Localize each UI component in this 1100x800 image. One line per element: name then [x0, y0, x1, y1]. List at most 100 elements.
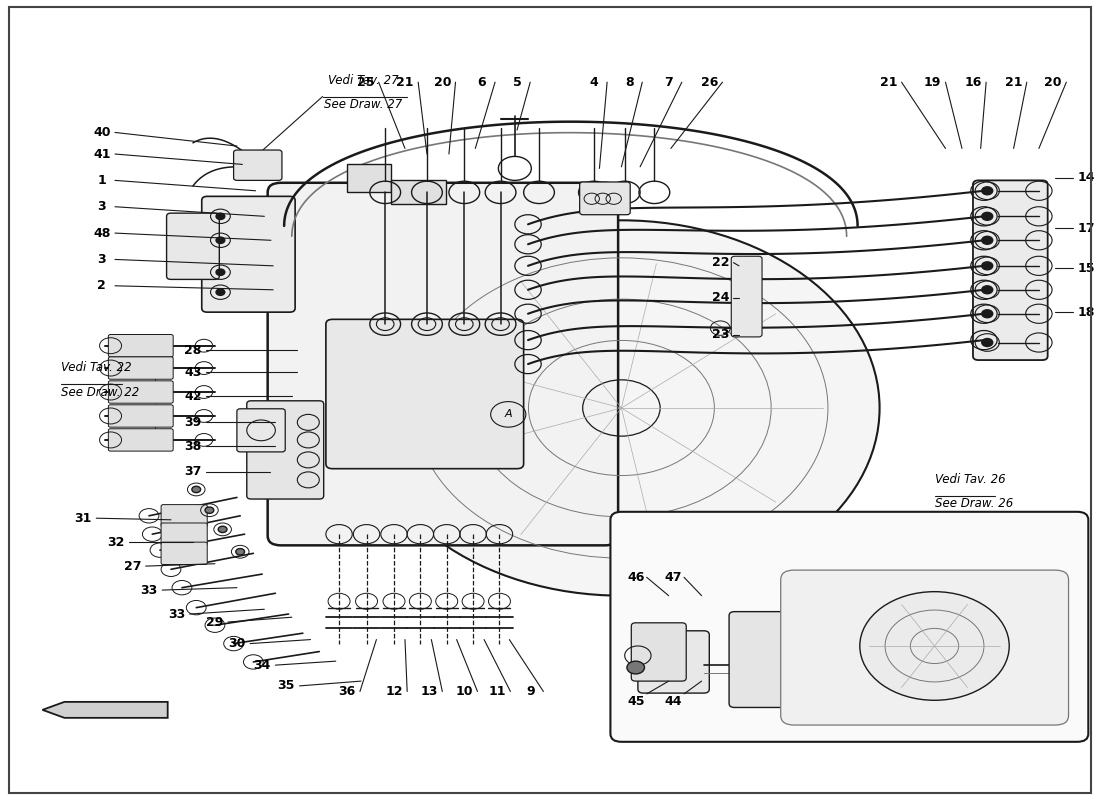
Text: See Draw. 22: See Draw. 22	[62, 386, 140, 398]
Text: 3: 3	[98, 200, 106, 214]
Text: 24: 24	[712, 291, 729, 304]
FancyBboxPatch shape	[326, 319, 524, 469]
Text: 26: 26	[701, 76, 718, 89]
Text: 21: 21	[1005, 76, 1022, 89]
Circle shape	[216, 269, 224, 275]
FancyBboxPatch shape	[974, 180, 1047, 360]
Text: Vedi Tav. 22: Vedi Tav. 22	[62, 362, 132, 374]
Circle shape	[982, 310, 992, 318]
Text: 34: 34	[253, 658, 271, 672]
Text: 28: 28	[185, 344, 201, 357]
FancyBboxPatch shape	[201, 196, 295, 312]
Text: 18: 18	[1077, 306, 1094, 318]
Text: 33: 33	[141, 583, 157, 597]
Text: 9: 9	[526, 685, 535, 698]
FancyBboxPatch shape	[610, 512, 1088, 742]
Circle shape	[363, 220, 880, 596]
Text: 38: 38	[185, 440, 201, 453]
Text: 29: 29	[206, 615, 223, 629]
Text: 5: 5	[513, 76, 521, 89]
Text: 20: 20	[433, 76, 451, 89]
Circle shape	[216, 237, 224, 243]
Text: 45: 45	[627, 695, 645, 708]
Text: 10: 10	[455, 685, 473, 698]
Text: 44: 44	[664, 695, 682, 708]
Text: 36: 36	[338, 685, 355, 698]
Text: 43: 43	[185, 366, 201, 378]
Text: 31: 31	[75, 512, 91, 525]
Polygon shape	[43, 702, 167, 718]
Text: A: A	[505, 410, 513, 419]
FancyBboxPatch shape	[161, 505, 207, 527]
Text: 33: 33	[168, 607, 185, 621]
Circle shape	[982, 212, 992, 220]
Circle shape	[235, 549, 244, 555]
FancyBboxPatch shape	[236, 409, 285, 452]
Text: 16: 16	[965, 76, 981, 89]
Text: 13: 13	[420, 685, 438, 698]
FancyBboxPatch shape	[109, 429, 173, 451]
FancyBboxPatch shape	[267, 182, 618, 546]
Text: 22: 22	[712, 256, 729, 269]
Circle shape	[216, 213, 224, 219]
Circle shape	[860, 592, 1009, 700]
Text: 2: 2	[98, 279, 106, 292]
FancyBboxPatch shape	[246, 401, 323, 499]
Polygon shape	[346, 165, 390, 192]
Text: 46: 46	[627, 570, 645, 584]
Text: 15: 15	[1077, 262, 1094, 274]
Circle shape	[627, 661, 645, 674]
Text: 19: 19	[924, 76, 940, 89]
FancyBboxPatch shape	[109, 357, 173, 379]
FancyBboxPatch shape	[109, 405, 173, 427]
Polygon shape	[390, 180, 446, 204]
Text: 48: 48	[94, 226, 110, 239]
Text: 7: 7	[664, 76, 673, 89]
FancyBboxPatch shape	[631, 623, 686, 681]
Circle shape	[982, 338, 992, 346]
Text: 27: 27	[124, 560, 141, 573]
Text: See Draw. 26: See Draw. 26	[935, 498, 1013, 510]
Text: 35: 35	[277, 679, 295, 693]
Text: 40: 40	[94, 126, 110, 139]
Text: 6: 6	[477, 76, 486, 89]
Text: 39: 39	[185, 416, 201, 429]
FancyBboxPatch shape	[781, 570, 1068, 725]
Text: 11: 11	[488, 685, 506, 698]
Text: 30: 30	[228, 637, 245, 650]
Text: 23: 23	[712, 328, 729, 341]
FancyBboxPatch shape	[161, 523, 207, 546]
Text: 47: 47	[664, 570, 682, 584]
Circle shape	[218, 526, 227, 533]
Text: Vedi Tav. 26: Vedi Tav. 26	[935, 474, 1005, 486]
Text: 3: 3	[98, 253, 106, 266]
Circle shape	[982, 262, 992, 270]
Circle shape	[982, 186, 992, 194]
FancyBboxPatch shape	[166, 213, 219, 279]
Text: eurospares: eurospares	[293, 270, 433, 290]
Text: 4: 4	[590, 76, 598, 89]
FancyBboxPatch shape	[729, 612, 798, 707]
Text: 41: 41	[94, 147, 110, 161]
Circle shape	[982, 286, 992, 294]
Circle shape	[205, 507, 213, 514]
Text: 20: 20	[1044, 76, 1061, 89]
Text: 21: 21	[396, 76, 414, 89]
Text: 25: 25	[356, 76, 374, 89]
Text: 1: 1	[98, 174, 106, 187]
Text: 12: 12	[385, 685, 403, 698]
FancyBboxPatch shape	[233, 150, 282, 180]
Text: eurospares: eurospares	[590, 270, 730, 290]
Text: See Draw. 27: See Draw. 27	[324, 98, 403, 111]
FancyBboxPatch shape	[161, 542, 207, 565]
Text: 32: 32	[108, 536, 124, 549]
FancyBboxPatch shape	[109, 334, 173, 357]
Text: eurospares: eurospares	[293, 430, 433, 450]
Text: 37: 37	[185, 466, 201, 478]
Text: Vedi Tav. 27: Vedi Tav. 27	[328, 74, 398, 87]
Circle shape	[216, 289, 224, 295]
Text: 8: 8	[625, 76, 634, 89]
Text: 14: 14	[1077, 171, 1094, 185]
Text: 17: 17	[1077, 222, 1094, 234]
FancyBboxPatch shape	[732, 256, 762, 337]
